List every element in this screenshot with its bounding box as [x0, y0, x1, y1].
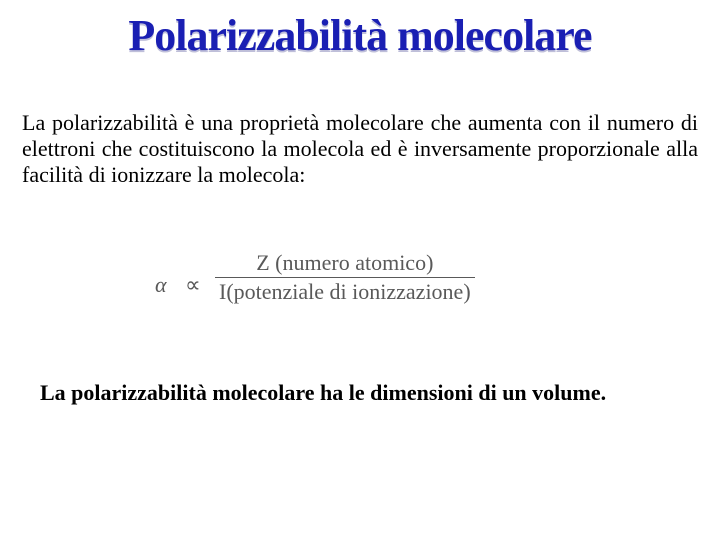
- slide-title-text: Polarizzabilità molecolare: [0, 10, 720, 61]
- formula-numerator: Z (numero atomico): [215, 250, 475, 277]
- paragraph-definition: La polarizzabilità è una proprietà molec…: [22, 110, 698, 188]
- slide-title: Polarizzabilità molecolare Polarizzabili…: [0, 10, 720, 61]
- formula-denominator: I(potenziale di ionizzazione): [215, 278, 475, 305]
- paragraph-dimensions: La polarizzabilità molecolare ha le dime…: [40, 380, 680, 406]
- formula-lhs: α: [155, 272, 167, 298]
- formula-fraction: Z (numero atomico) I(potenziale di ioniz…: [215, 250, 475, 305]
- formula-polarizability: α ∝ Z (numero atomico) I(potenziale di i…: [155, 250, 565, 320]
- formula-relation: ∝: [185, 272, 201, 298]
